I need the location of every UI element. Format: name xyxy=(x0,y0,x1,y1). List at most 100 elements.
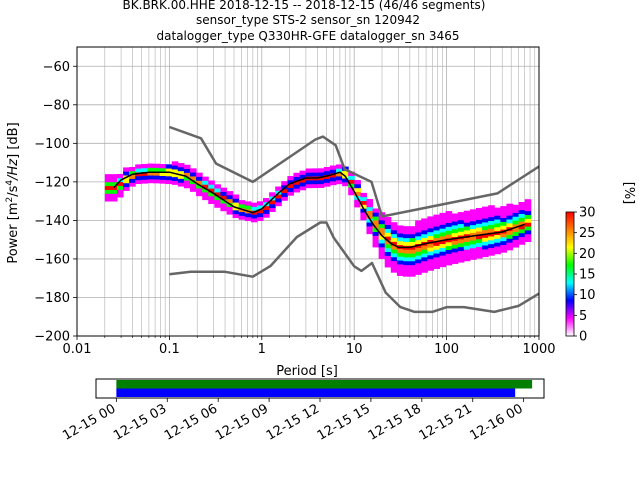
psd-cell xyxy=(299,182,307,187)
psd-cell xyxy=(500,209,507,215)
psd-cell xyxy=(153,179,161,184)
psd-cell xyxy=(299,174,307,179)
psd-cell xyxy=(445,222,453,227)
psd-cell xyxy=(512,231,520,236)
psd-cell xyxy=(396,267,404,273)
title-line-2: sensor_type STS-2 sensor_sn 120942 xyxy=(196,13,420,27)
psd-cell xyxy=(336,164,343,169)
psd-cell xyxy=(135,168,142,173)
psd-cell xyxy=(177,163,185,168)
psd-cell xyxy=(110,178,118,183)
psd-cell xyxy=(402,237,410,242)
psd-cell xyxy=(238,200,246,205)
psd-cell xyxy=(457,250,465,255)
timeline-tick-label: 12-15 03 xyxy=(111,401,169,443)
y-tick-label: −140 xyxy=(34,214,70,229)
psd-cell xyxy=(159,167,167,173)
y-tick-label: −120 xyxy=(34,175,70,190)
psd-cell xyxy=(348,191,355,196)
psd-cell xyxy=(488,224,495,229)
psd-cell xyxy=(439,251,447,256)
psd-cell xyxy=(476,219,483,224)
psd-cell xyxy=(482,241,489,246)
psd-cell xyxy=(323,178,331,183)
psd-cell xyxy=(232,194,240,199)
psd-cell xyxy=(390,256,398,262)
psd-cell xyxy=(269,199,276,205)
psd-cell xyxy=(506,215,514,220)
psd-cell xyxy=(433,249,440,254)
psd-cell xyxy=(482,248,489,254)
psd-cell xyxy=(433,218,440,223)
psd-cell xyxy=(427,262,434,267)
psd-cell xyxy=(171,172,179,178)
psd-cell xyxy=(269,207,276,212)
y-tick-label: −200 xyxy=(34,330,70,345)
psd-cell xyxy=(433,264,440,269)
psd-cell xyxy=(457,223,465,228)
y-axis-label-sup1: 2 xyxy=(5,197,15,203)
psd-cell xyxy=(116,173,124,179)
psd-cell xyxy=(384,243,392,249)
psd-cell xyxy=(439,255,447,260)
psd-cell xyxy=(396,237,404,242)
psd-cell xyxy=(512,208,520,213)
psd-cell xyxy=(488,212,495,218)
x-tick-label: 10 xyxy=(346,342,363,357)
psd-cell xyxy=(506,242,514,247)
psd-cell xyxy=(488,251,495,256)
timeline-tick-label: 12-15 00 xyxy=(60,401,118,443)
psd-cell xyxy=(317,183,325,188)
psd-cell xyxy=(354,183,361,189)
psd-cell xyxy=(421,222,428,227)
psd-cell xyxy=(354,187,361,193)
psd-cell xyxy=(463,233,471,239)
psd-cell xyxy=(238,215,246,220)
psd-cell xyxy=(396,248,404,253)
psd-cell xyxy=(202,180,209,185)
psd-cell xyxy=(409,264,416,269)
psd-cell xyxy=(421,245,428,250)
psd-cell xyxy=(190,183,197,188)
psd-cell xyxy=(336,168,343,173)
psd-cell xyxy=(256,216,264,221)
psd-cell xyxy=(171,161,179,166)
psd-cell xyxy=(396,233,404,238)
psd-cell xyxy=(390,241,398,246)
psd-cell xyxy=(244,205,252,210)
colorbar-scale xyxy=(565,211,575,337)
psd-cell xyxy=(384,216,392,222)
psd-cell xyxy=(500,240,507,246)
psd-cell xyxy=(299,170,307,175)
psd-cell xyxy=(129,166,136,172)
psd-cell xyxy=(402,272,410,277)
psd-cell xyxy=(129,170,136,176)
psd-cell xyxy=(500,213,507,219)
psd-cell xyxy=(366,199,374,204)
psd-cell xyxy=(518,205,526,211)
psd-cell xyxy=(409,253,416,258)
psd-cell xyxy=(390,264,398,269)
psd-cell xyxy=(463,218,471,223)
psd-cell xyxy=(384,228,392,233)
colorbar-tick-label: 30 xyxy=(579,206,596,221)
psd-cell xyxy=(488,236,495,241)
psd-cell xyxy=(524,218,532,223)
psd-cell xyxy=(390,245,398,250)
psd-cell xyxy=(104,189,112,194)
psd-cell xyxy=(311,172,319,177)
psd-cell xyxy=(415,224,422,229)
psd-cell xyxy=(427,239,434,244)
psd-cell xyxy=(494,238,501,243)
mean-psd-line xyxy=(113,171,525,249)
psd-cell xyxy=(202,176,209,181)
psd-cell xyxy=(378,227,386,232)
psd-cell xyxy=(366,202,374,208)
psd-cell xyxy=(336,176,343,181)
psd-cell xyxy=(402,249,410,254)
psd-cell xyxy=(482,214,489,219)
psd-cell xyxy=(445,257,453,262)
psd-cell xyxy=(250,202,258,207)
psd-cell xyxy=(390,260,398,265)
title-line-1: BK.BRK.00.HHE 2018-12-15 -- 2018-12-15 (… xyxy=(123,0,486,12)
